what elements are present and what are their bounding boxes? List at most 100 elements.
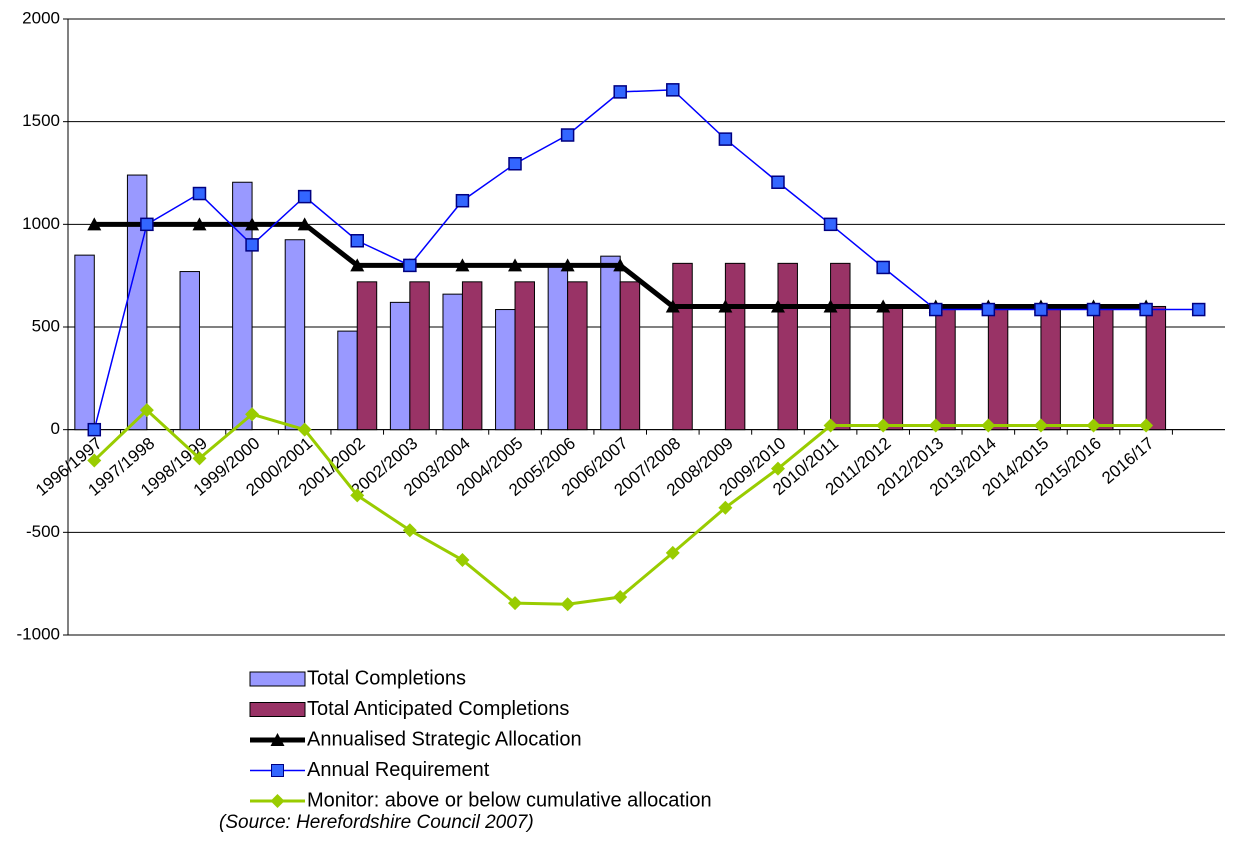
bar xyxy=(619,281,641,431)
point-marker xyxy=(770,461,785,476)
point-marker xyxy=(508,157,522,171)
bar xyxy=(179,271,200,431)
point-marker xyxy=(876,260,890,275)
point-marker xyxy=(613,590,628,605)
point-marker xyxy=(350,258,365,272)
bar xyxy=(777,262,798,431)
point-marker xyxy=(350,234,364,248)
point-marker xyxy=(928,418,943,433)
point-marker xyxy=(770,299,785,313)
point-marker xyxy=(560,258,575,272)
point-marker xyxy=(665,545,680,560)
source-note: (Source: Herefordshire Council 2007) xyxy=(219,812,534,833)
point-marker xyxy=(87,453,102,468)
bar xyxy=(461,281,483,431)
point-marker xyxy=(560,597,575,612)
bar xyxy=(1145,305,1167,431)
point-marker xyxy=(139,403,154,418)
bar xyxy=(567,281,588,431)
point-marker xyxy=(718,132,733,146)
point-marker xyxy=(1033,418,1048,433)
y-tick-label: 500 xyxy=(32,316,60,335)
point-marker xyxy=(613,85,627,99)
bar xyxy=(126,174,148,431)
point-marker xyxy=(876,418,891,433)
point-marker xyxy=(1139,418,1154,433)
bar xyxy=(74,254,95,431)
point-marker xyxy=(1086,302,1101,317)
bar xyxy=(337,330,358,431)
y-tick-label: -1000 xyxy=(17,624,60,643)
point-marker xyxy=(665,299,680,313)
point-marker xyxy=(929,302,943,317)
point-marker xyxy=(823,418,838,433)
line xyxy=(93,89,1199,430)
bar xyxy=(547,264,569,431)
legend-label: Annual Requirement xyxy=(307,759,490,781)
point-marker xyxy=(823,299,838,313)
point-marker xyxy=(981,418,996,433)
point-marker xyxy=(1139,302,1153,317)
y-tick-label: 2000 xyxy=(22,8,60,27)
y-tick-label: 0 xyxy=(51,419,60,438)
point-marker xyxy=(403,258,417,273)
legend-marker xyxy=(270,794,285,808)
bar xyxy=(1093,305,1114,431)
point-marker xyxy=(192,186,207,201)
legend-label: Annualised Strategic Allocation xyxy=(307,728,582,750)
bar xyxy=(514,281,535,431)
legend-swatch xyxy=(249,671,306,687)
point-marker xyxy=(192,451,207,466)
point-marker xyxy=(245,217,260,231)
point-marker xyxy=(771,175,785,189)
legend-label: Monitor: above or below cumulative alloc… xyxy=(307,789,712,811)
point-marker xyxy=(297,422,312,437)
y-tick-label: 1500 xyxy=(22,111,60,130)
legend-marker xyxy=(271,764,284,777)
point-marker xyxy=(981,302,996,317)
legend-label: Total Anticipated Completions xyxy=(307,698,569,720)
bar xyxy=(232,181,253,431)
point-marker xyxy=(455,553,470,568)
point-marker xyxy=(245,238,259,252)
point-marker xyxy=(87,422,102,437)
legend-swatch xyxy=(249,702,306,717)
point-marker xyxy=(455,193,470,208)
point-marker xyxy=(192,217,207,231)
point-marker xyxy=(297,189,312,204)
bar xyxy=(409,281,430,431)
bar xyxy=(882,305,904,431)
legend-marker xyxy=(270,733,285,746)
point-marker xyxy=(245,407,260,422)
point-marker xyxy=(666,83,680,97)
point-marker xyxy=(140,217,154,232)
y-tick-label: -500 xyxy=(26,522,60,541)
bar xyxy=(830,262,851,431)
bar xyxy=(495,309,516,431)
bar xyxy=(442,293,463,431)
bar xyxy=(389,301,411,431)
point-marker xyxy=(297,217,312,231)
point-marker xyxy=(560,128,575,142)
bar xyxy=(724,262,746,431)
point-marker xyxy=(455,258,470,272)
point-marker xyxy=(613,258,628,272)
bar xyxy=(356,281,378,431)
legend-label: Total Completions xyxy=(307,667,466,689)
bar xyxy=(284,239,306,431)
bar xyxy=(935,305,956,431)
point-marker xyxy=(508,596,523,611)
point-marker xyxy=(718,500,733,515)
x-tick-label: 2016/17 xyxy=(1098,434,1157,488)
bar xyxy=(672,262,693,431)
point-marker xyxy=(1034,302,1048,317)
point-marker xyxy=(508,258,523,272)
point-marker xyxy=(402,523,417,538)
bar xyxy=(987,305,1009,431)
point-marker xyxy=(350,488,365,503)
point-marker xyxy=(876,299,891,313)
bar xyxy=(600,255,621,431)
point-marker xyxy=(1086,418,1101,433)
